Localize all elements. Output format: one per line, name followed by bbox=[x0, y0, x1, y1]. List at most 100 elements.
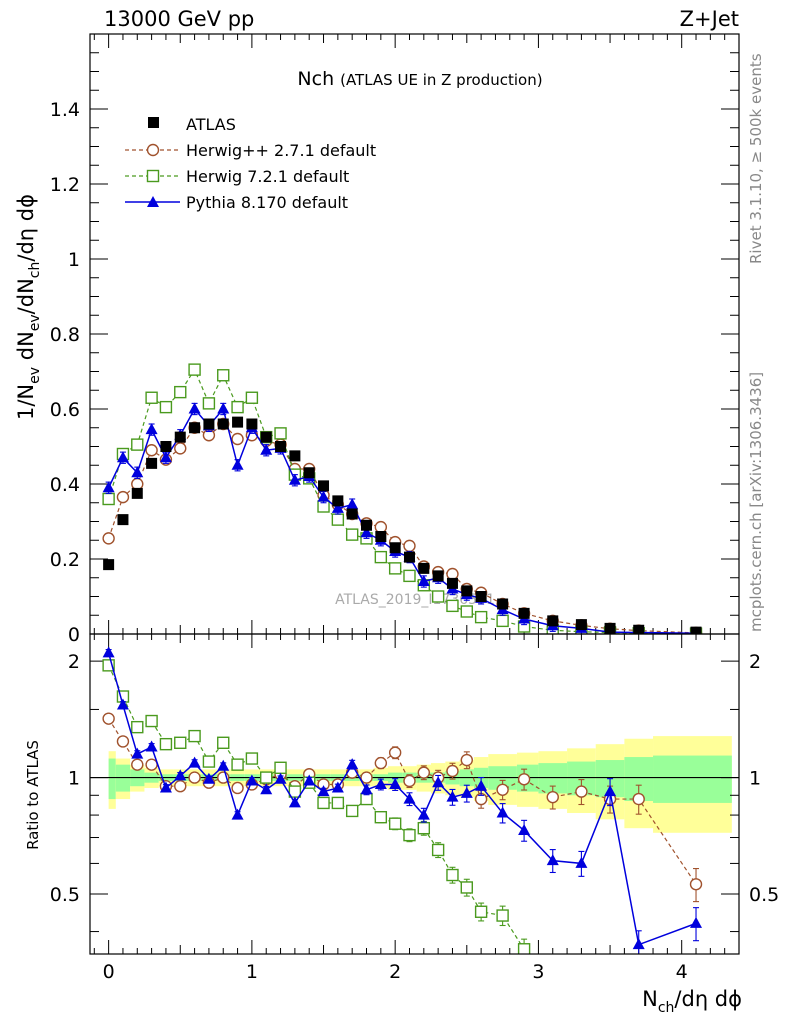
ylabel-sub-ev: ev bbox=[27, 367, 43, 384]
atlas-data-point bbox=[361, 519, 373, 531]
atlas-data-point bbox=[375, 531, 387, 542]
herwigpp-point bbox=[131, 477, 144, 491]
herwigpp-ratio-point bbox=[446, 764, 459, 778]
pythia-ratio-point bbox=[274, 772, 287, 784]
herwigpp-ratio-point bbox=[517, 773, 531, 786]
herwig7-ratio-point bbox=[517, 943, 531, 954]
herwigpp-ratio-point bbox=[116, 735, 130, 748]
pythia-ratio-point bbox=[331, 781, 344, 793]
atlas-data-point bbox=[232, 416, 244, 428]
ylabel-sub-ch: ch bbox=[27, 262, 43, 279]
atlas-data-point bbox=[160, 441, 172, 452]
y-tick-label: 1.4 bbox=[50, 99, 80, 121]
series-layer bbox=[102, 363, 703, 991]
atlas-data-point bbox=[604, 622, 616, 634]
axes-ticks: 0 1 2 3 4 0 0.2 0.4 0.6 0.8 1 1.2 1.4 0.5 0.5 1 1 2 2 bbox=[50, 34, 779, 983]
legend-herwig7-label: Herwig 7.2.1 default bbox=[186, 167, 349, 186]
pythia-point bbox=[102, 481, 115, 493]
pythia-ratio-point bbox=[202, 772, 215, 784]
y-tick-label: 0.2 bbox=[50, 549, 80, 571]
atlas-data-point bbox=[497, 598, 509, 610]
herwig7-point bbox=[496, 614, 509, 628]
herwig7-line bbox=[108, 368, 697, 634]
herwigpp-ratio-point bbox=[145, 758, 158, 771]
y-tick-label: 0 bbox=[68, 624, 80, 646]
pythia-ratio-point bbox=[288, 796, 301, 808]
y-tick-label: 1.2 bbox=[50, 174, 80, 196]
atlas-data-point bbox=[318, 480, 330, 492]
pythia-ratio-point bbox=[102, 646, 115, 658]
atlas-data-point bbox=[189, 422, 201, 434]
xlabel-part-2: /dη dϕ bbox=[674, 987, 742, 1011]
xlabel-sub-ch: ch bbox=[658, 1000, 675, 1016]
pythia-point bbox=[317, 490, 330, 502]
y-tick-label: 0.8 bbox=[50, 324, 80, 346]
pythia-ratio-point bbox=[245, 774, 258, 786]
pythia-ratio-point bbox=[690, 916, 703, 928]
pythia-point bbox=[331, 501, 344, 513]
pythia-ratio-point bbox=[460, 786, 473, 798]
pythia-point bbox=[116, 451, 129, 463]
ratio-tick-label-right: 1 bbox=[749, 768, 761, 790]
herwigpp-ratio-point bbox=[374, 756, 388, 770]
herwig7-ratio-point bbox=[474, 905, 488, 918]
atlas-data-point bbox=[275, 441, 287, 452]
pythia-ratio-point bbox=[159, 781, 172, 793]
y-tick-label: 0.4 bbox=[50, 474, 80, 496]
herwigpp-point bbox=[116, 490, 130, 504]
ylabel-part-4: /dη dϕ bbox=[14, 194, 38, 262]
herwigpp-ratio-point bbox=[231, 781, 244, 795]
herwig7-point bbox=[431, 590, 445, 603]
herwig7-point bbox=[474, 610, 488, 624]
ylabel-part-3: /dN bbox=[14, 278, 38, 314]
mcplots-label: mcplots.cern.ch [arXiv:1306.3436] bbox=[747, 372, 765, 632]
pythia-point bbox=[346, 498, 359, 510]
herwig7-ratio-point bbox=[374, 810, 388, 824]
herwigpp-point bbox=[174, 442, 187, 455]
herwigpp-point bbox=[102, 532, 115, 545]
herwig7-ratio-point bbox=[403, 828, 416, 842]
pythia-ratio-point bbox=[260, 783, 273, 795]
pythia-point bbox=[417, 575, 430, 586]
ylabel-part-1: 1/N bbox=[14, 384, 38, 420]
main-series-group bbox=[102, 363, 703, 634]
herwig7-point bbox=[202, 397, 216, 410]
herwigpp-ratio-point bbox=[496, 783, 509, 796]
process-label: Z+Jet bbox=[680, 7, 739, 31]
legend-pythia-label: Pythia 8.170 default bbox=[186, 193, 348, 212]
atlas-data-point bbox=[346, 508, 358, 520]
herwig7-point bbox=[131, 438, 144, 451]
herwigpp-point bbox=[403, 539, 416, 553]
legend-herwigpp-label: Herwig++ 2.7.1 default bbox=[186, 141, 376, 160]
pythia-ratio-point bbox=[346, 758, 359, 770]
pythia-ratio-point bbox=[417, 808, 430, 820]
pythia-ratio-point bbox=[389, 777, 402, 789]
atlas-data-point bbox=[418, 562, 430, 574]
herwig7-ratio-point bbox=[174, 736, 187, 749]
x-tick-label: 1 bbox=[246, 961, 258, 983]
herwig7-ratio-point bbox=[131, 720, 144, 734]
x-axis-label: Nch/dη dϕ bbox=[642, 987, 742, 1016]
pythia-ratio-point bbox=[632, 938, 645, 950]
pythia-ratio-point bbox=[374, 777, 387, 789]
herwig7-point bbox=[274, 427, 287, 440]
pythia-point bbox=[145, 423, 158, 435]
pythia-ratio-point bbox=[546, 854, 559, 866]
pythia-ratio-point bbox=[217, 759, 230, 771]
atlas-data-point bbox=[174, 431, 186, 443]
pythia-ratio-point bbox=[475, 779, 488, 791]
herwig7-point bbox=[345, 528, 359, 541]
atlas-data-point bbox=[403, 551, 415, 563]
herwig7-ratio-point bbox=[331, 796, 345, 810]
herwig7-ratio-point bbox=[547, 980, 558, 991]
atlas-data-point bbox=[690, 626, 702, 634]
herwigpp-ratio-point bbox=[188, 771, 201, 784]
pythia-point bbox=[360, 526, 373, 538]
ratio-tick-label: 2 bbox=[68, 651, 80, 673]
herwigpp-ratio-point bbox=[546, 790, 559, 804]
herwigpp-ratio-point bbox=[575, 785, 588, 798]
herwig7-ratio-point bbox=[102, 659, 115, 672]
main-y-axis-label: 1/Nev dNev/dNch/dη dϕ bbox=[14, 194, 43, 420]
herwigpp-ratio-point bbox=[102, 712, 115, 725]
